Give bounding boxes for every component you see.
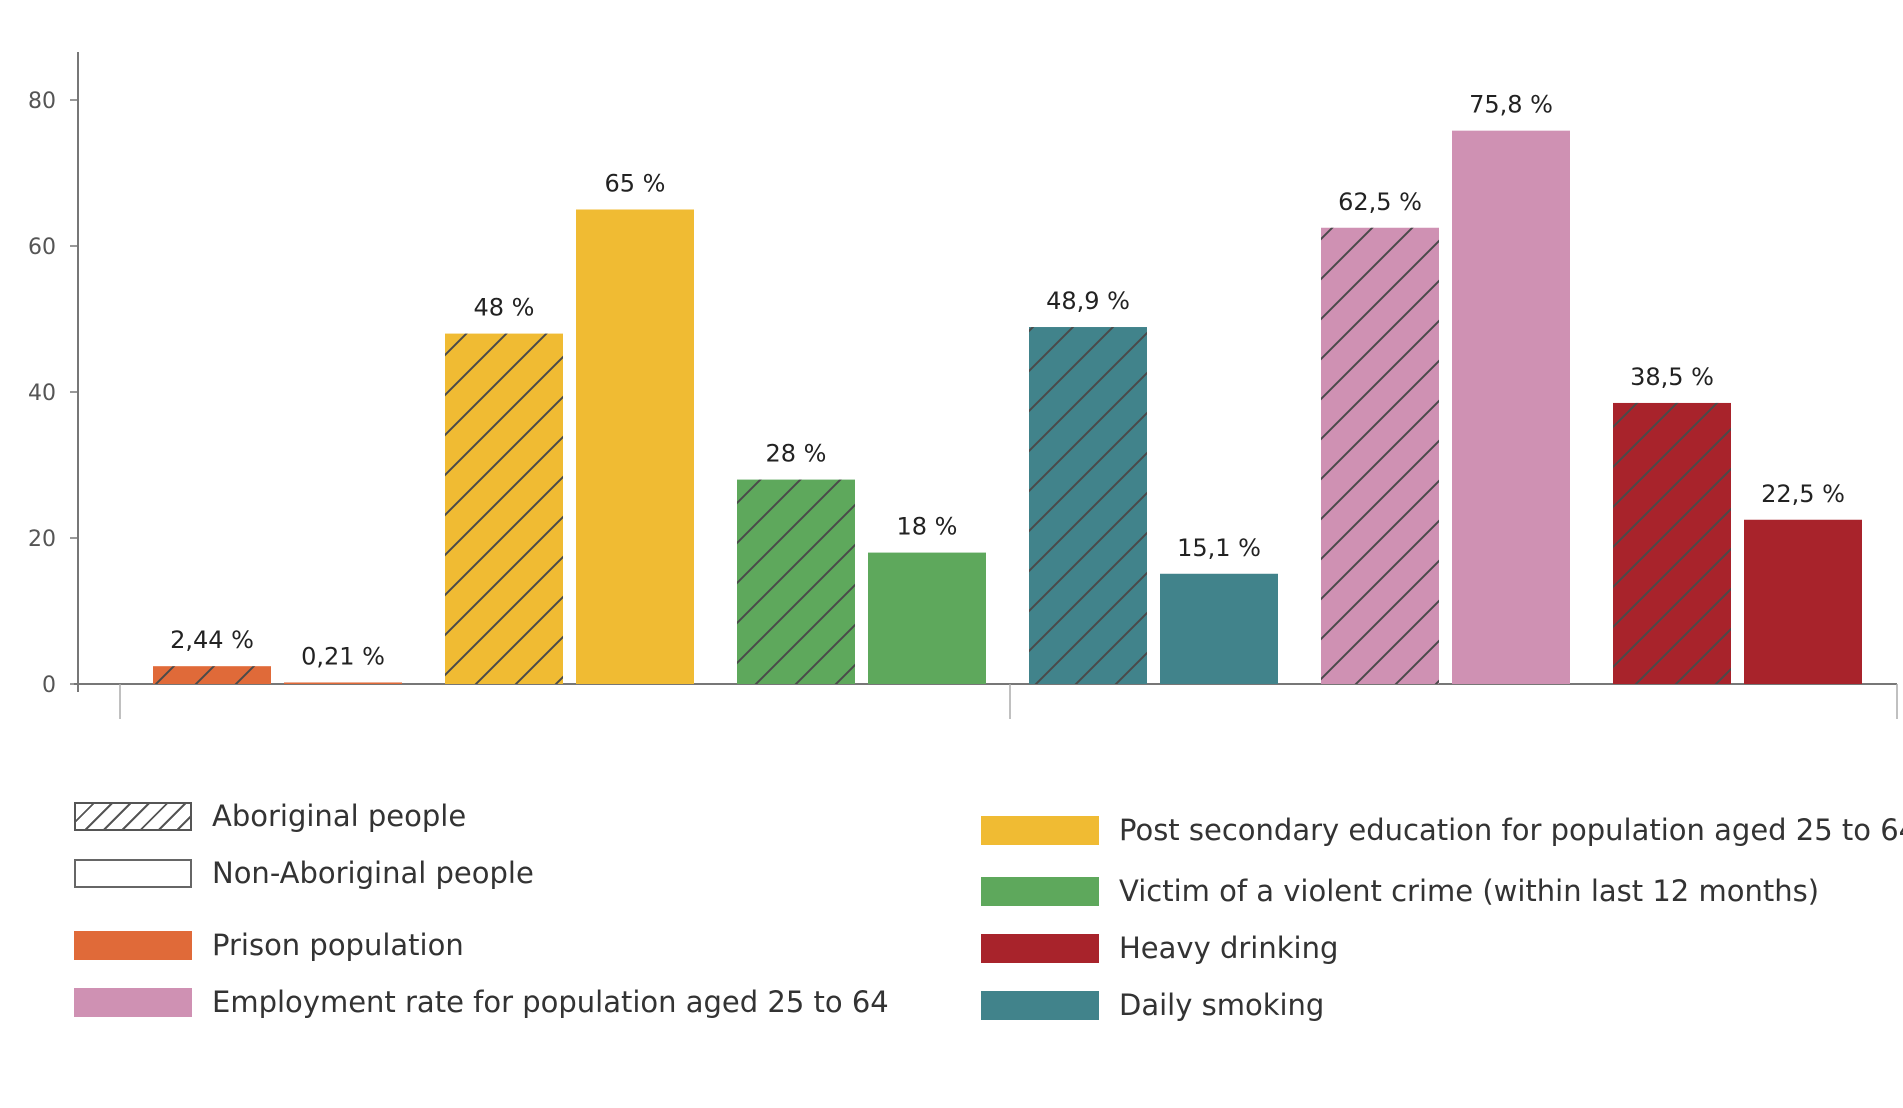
hatched-swatch	[74, 801, 192, 831]
bar-value-label: 75,8 %	[1469, 91, 1553, 119]
y-tick-label: 80	[28, 89, 56, 114]
bar-value-label: 0,21 %	[301, 642, 385, 670]
legend-item-violent: Victim of a violent crime (within last 1…	[981, 874, 1819, 908]
legend-label: Post secondary education for population …	[1119, 813, 1903, 847]
y-tick-label: 0	[42, 673, 56, 698]
bar	[868, 552, 986, 684]
legend-label: Aboriginal people	[212, 799, 467, 833]
legend-item-non-aboriginal: Non-Aboriginal people	[74, 856, 534, 890]
legend-item-education: Post secondary education for population …	[981, 813, 1903, 847]
bar	[1452, 130, 1570, 684]
color-swatch	[981, 815, 1099, 845]
bar-value-label: 28 %	[766, 440, 827, 468]
legend-item-smoking: Daily smoking	[981, 988, 1324, 1022]
legend-item-drinking: Heavy drinking	[981, 931, 1338, 965]
bar-hatch	[1613, 402, 1731, 684]
bar-value-label: 15,1 %	[1177, 534, 1261, 562]
color-swatch	[74, 987, 192, 1017]
color-swatch	[74, 930, 192, 960]
color-swatch	[981, 990, 1099, 1020]
legend-label: Employment rate for population aged 25 t…	[212, 985, 889, 1019]
bar-value-label: 18 %	[897, 513, 958, 541]
bar-hatch	[1029, 327, 1147, 684]
bar	[1160, 573, 1278, 684]
bar-value-label: 62,5 %	[1338, 188, 1422, 216]
bar-hatch	[153, 666, 271, 684]
legend-label: Non-Aboriginal people	[212, 856, 534, 890]
color-swatch	[981, 933, 1099, 963]
bar-value-label: 38,5 %	[1630, 363, 1714, 391]
blank-swatch	[74, 858, 192, 888]
color-swatch	[981, 876, 1099, 906]
legend-label: Heavy drinking	[1119, 931, 1339, 965]
legend-label: Prison population	[212, 928, 464, 962]
legend-item-employment: Employment rate for population aged 25 t…	[74, 985, 889, 1019]
bar-value-label: 2,44 %	[170, 626, 254, 654]
bar-hatch	[1321, 227, 1439, 684]
bar-hatch	[737, 479, 855, 684]
bar-value-label: 48,9 %	[1046, 287, 1130, 315]
y-tick-label: 40	[28, 381, 56, 406]
legend-item-prison: Prison population	[74, 928, 464, 962]
y-tick-label: 20	[28, 527, 56, 552]
bar-value-label: 65 %	[605, 170, 666, 198]
legend-label: Daily smoking	[1119, 988, 1325, 1022]
bar	[1744, 519, 1862, 684]
bar	[576, 209, 694, 684]
bar-value-label: 22,5 %	[1761, 480, 1845, 508]
y-tick-label: 60	[28, 235, 56, 260]
bar	[284, 682, 402, 684]
legend-label: Victim of a violent crime (within last 1…	[1119, 874, 1820, 908]
bar-chart: 0 20 40 60 80 2,44 % 0,21 % 48 % 65 % 28 % 18 % 48,…	[28, 52, 1898, 719]
bar-value-label: 48 %	[474, 294, 535, 322]
bar-hatch	[445, 333, 563, 684]
legend-item-aboriginal: Aboriginal people	[74, 799, 466, 833]
